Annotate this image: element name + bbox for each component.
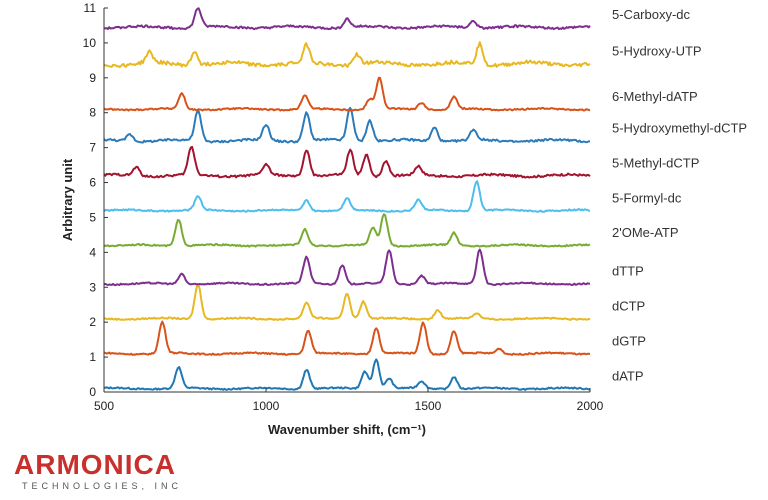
logo-subtitle: TECHNOLOGIES, INC bbox=[22, 481, 183, 491]
x-ticks: 500 1000 1500 2000 bbox=[94, 388, 604, 413]
y-tick-label: 0 bbox=[89, 385, 96, 399]
y-tick-label: 8 bbox=[89, 106, 96, 120]
x-tick-label: 1500 bbox=[415, 399, 442, 413]
chart-axes bbox=[103, 8, 590, 393]
y-tick-label: 6 bbox=[89, 176, 96, 190]
spectra-traces bbox=[103, 7, 591, 391]
series-label: 6-Methyl-dATP bbox=[612, 89, 698, 104]
y-tick-label: 10 bbox=[83, 36, 97, 50]
y-ticks: 0 1 2 3 4 5 6 7 8 9 10 11 bbox=[83, 1, 108, 399]
series-line-dttp bbox=[103, 248, 590, 287]
series-line-6-methyl-datp bbox=[103, 76, 591, 112]
series-line-5-carboxy-dc bbox=[104, 7, 591, 31]
x-axis-label: Wavenumber shift, (cm⁻¹) bbox=[268, 422, 426, 437]
series-label: 5-Hydroxy-UTP bbox=[612, 44, 702, 59]
series-labels: dATP dGTP dCTP dTTP 2'OMe-ATP 5-Formyl-dc 5-Me… bbox=[612, 7, 747, 383]
x-tick-label: 1000 bbox=[253, 399, 280, 413]
y-tick-label: 9 bbox=[89, 71, 96, 85]
y-tick-label: 7 bbox=[89, 141, 96, 155]
x-tick-label: 500 bbox=[94, 399, 114, 413]
series-label: dCTP bbox=[612, 298, 645, 313]
series-label: dATP bbox=[612, 368, 644, 383]
series-label: 2'OMe-ATP bbox=[612, 225, 679, 240]
y-axis-label: Arbitrary unit bbox=[60, 158, 75, 241]
series-line-5-methyl-dctp bbox=[103, 145, 591, 179]
series-label: dTTP bbox=[612, 264, 644, 279]
series-line-5-hydroxymethyl-dctp bbox=[103, 106, 591, 144]
series-line-5-hydroxy-utp bbox=[103, 41, 591, 69]
y-tick-label: 4 bbox=[89, 245, 96, 259]
series-line-5-formyl-dc bbox=[103, 180, 591, 213]
x-tick-label: 2000 bbox=[577, 399, 604, 413]
series-line-2-ome-atp bbox=[103, 213, 591, 248]
y-tick-label: 11 bbox=[84, 1, 97, 15]
chart-background bbox=[0, 0, 768, 450]
series-label: 5-Hydroxymethyl-dCTP bbox=[612, 120, 747, 135]
series-line-dctp bbox=[103, 283, 591, 321]
series-line-dgtp bbox=[104, 320, 591, 356]
company-logo: ARMONICA TECHNOLOGIES, INC bbox=[14, 450, 234, 496]
y-tick-label: 1 bbox=[89, 350, 96, 364]
logo-wordmark: ARMONICA bbox=[14, 449, 176, 480]
y-tick-label: 2 bbox=[89, 315, 96, 329]
series-label: 5-Methyl-dCTP bbox=[612, 155, 699, 170]
series-line-datp bbox=[103, 358, 591, 391]
y-tick-label: 3 bbox=[89, 280, 96, 294]
series-label: 5-Carboxy-dc bbox=[612, 7, 691, 22]
y-tick-label: 5 bbox=[89, 210, 96, 224]
series-label: 5-Formyl-dc bbox=[612, 190, 682, 205]
series-label: dGTP bbox=[612, 333, 646, 348]
